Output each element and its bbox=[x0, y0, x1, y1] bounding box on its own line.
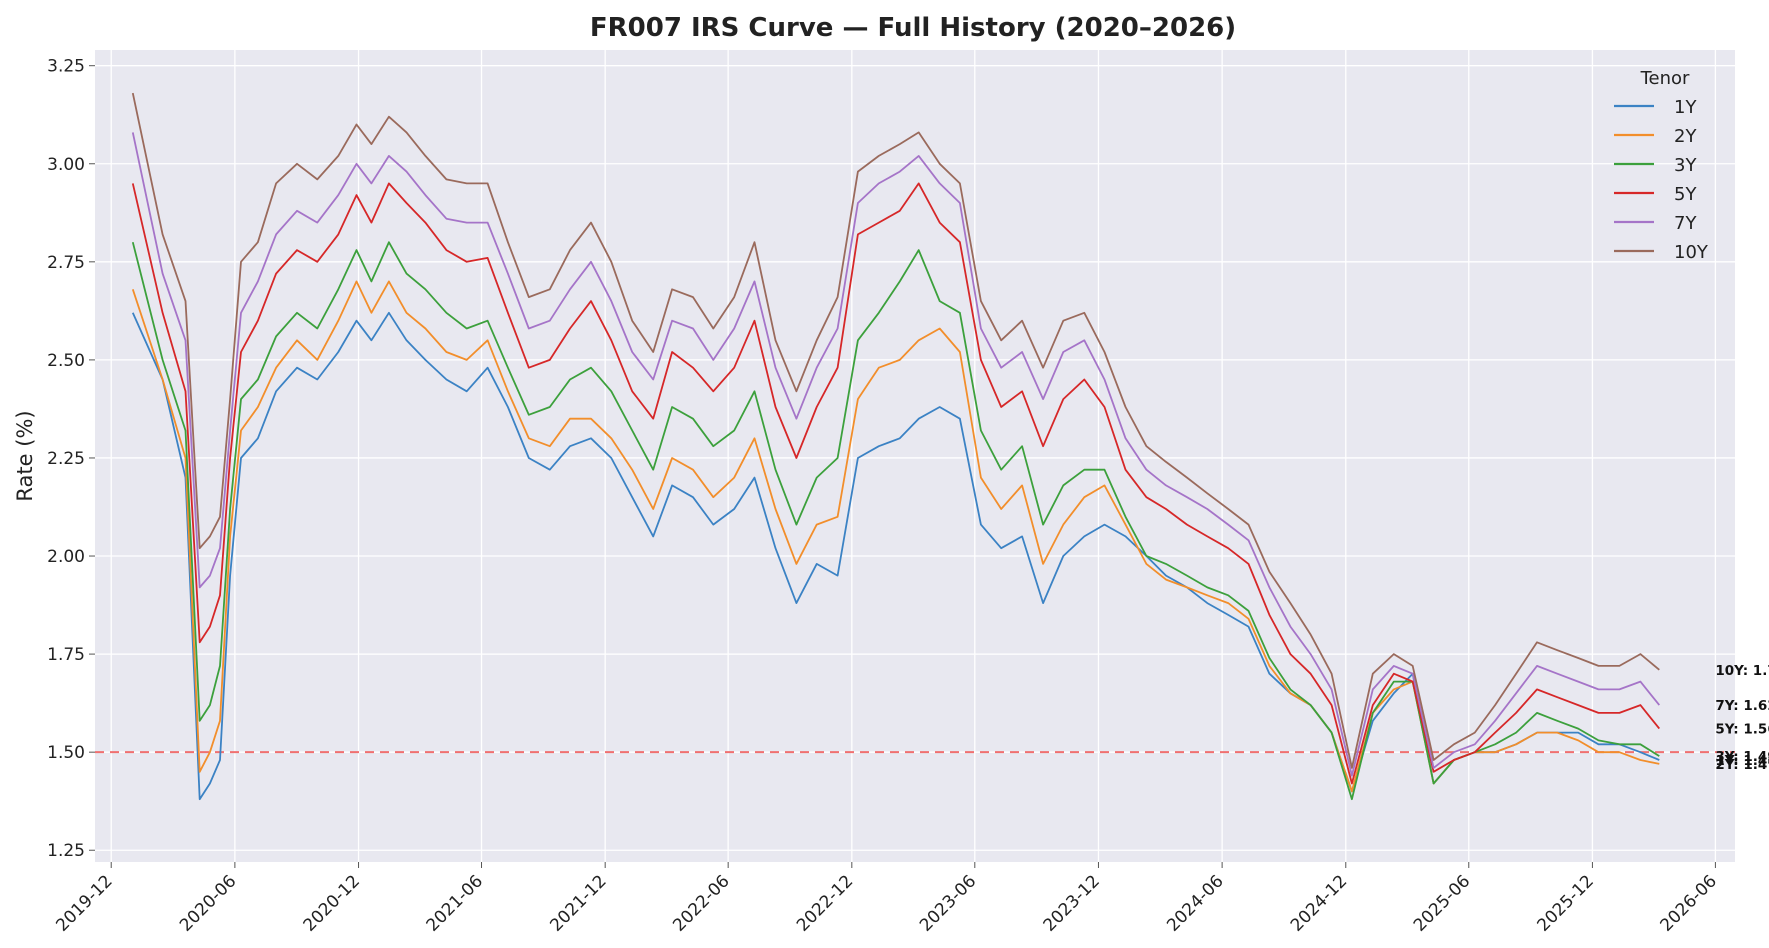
chart-title: FR007 IRS Curve — Full History (2020–202… bbox=[590, 13, 1236, 43]
legend-label-7y: 7Y bbox=[1674, 213, 1697, 234]
end-label-1y: 1Y: 1.48% bbox=[1715, 753, 1769, 769]
y-axis: 1.25 1.50 1.75 2.00 2.25 2.50 2.75 3.00 3.25 bbox=[47, 57, 95, 861]
series-line-1y bbox=[131, 311, 1660, 801]
legend: Tenor 1Y 2Y 3Y 5Y 7Y 10Y bbox=[1614, 68, 1709, 263]
y-tick-label: 3.00 bbox=[47, 155, 85, 175]
x-tick-label: 2024-12 bbox=[1287, 871, 1351, 935]
series-line-5y bbox=[131, 182, 1661, 785]
end-label-7y: 7Y: 1.62% bbox=[1715, 698, 1769, 714]
plot-area bbox=[95, 50, 1735, 862]
y-tick-label: 1.75 bbox=[47, 645, 85, 665]
x-tick-label: 2023-12 bbox=[1040, 871, 1104, 935]
end-label-3y: 3Y: 1.49% bbox=[1715, 749, 1769, 765]
x-tick-label: 2025-06 bbox=[1410, 871, 1474, 935]
end-label-5y: 5Y: 1.56% bbox=[1715, 722, 1769, 738]
legend-label-3y: 3Y bbox=[1674, 155, 1697, 176]
legend-label-10y: 10Y bbox=[1674, 242, 1709, 263]
y-tick-label: 3.25 bbox=[47, 57, 85, 77]
series-line-10y bbox=[131, 92, 1660, 769]
x-tick-label: 2024-06 bbox=[1163, 871, 1227, 935]
x-tick-label: 2019-12 bbox=[52, 871, 116, 935]
x-tick-label: 2022-06 bbox=[669, 871, 733, 935]
series-line-2y bbox=[131, 280, 1660, 793]
series-line-3y bbox=[131, 241, 1660, 801]
y-tick-label: 2.25 bbox=[47, 449, 85, 469]
y-axis-label: Rate (%) bbox=[13, 410, 37, 501]
legend-label-2y: 2Y bbox=[1674, 126, 1697, 147]
y-tick-label: 2.50 bbox=[47, 351, 85, 371]
series-layer bbox=[131, 92, 1661, 801]
end-label-2y: 2Y: 1.47% bbox=[1715, 757, 1769, 773]
x-tick-label: 2022-12 bbox=[793, 871, 857, 935]
y-tick-label: 2.75 bbox=[47, 253, 85, 273]
x-tick-label: 2020-06 bbox=[176, 871, 240, 935]
x-tick-label: 2021-06 bbox=[423, 871, 487, 935]
y-tick-label: 2.00 bbox=[47, 547, 85, 567]
legend-label-1y: 1Y bbox=[1674, 97, 1697, 118]
y-tick-label: 1.50 bbox=[47, 743, 85, 763]
x-tick-label: 2023-06 bbox=[916, 871, 980, 935]
end-label-10y: 10Y: 1.71% bbox=[1715, 663, 1769, 679]
x-axis: 2019-12 2020-06 2020-12 2021-06 2021-12 2022-… bbox=[52, 862, 1721, 936]
y-tick-label: 1.25 bbox=[47, 841, 85, 861]
x-tick-label: 2020-12 bbox=[300, 871, 364, 935]
end-labels: 1Y: 1.48%2Y: 1.47%3Y: 1.49% 5Y: 1.56% 7Y: … bbox=[1715, 663, 1769, 773]
x-tick-label: 2021-12 bbox=[546, 871, 610, 935]
legend-title: Tenor bbox=[1640, 68, 1690, 89]
x-tick-label: 2026-06 bbox=[1657, 871, 1721, 935]
series-line-7y bbox=[131, 132, 1661, 777]
x-gridlines bbox=[110, 50, 1717, 862]
legend-label-5y: 5Y bbox=[1674, 184, 1697, 205]
x-tick-label: 2025-12 bbox=[1534, 871, 1598, 935]
